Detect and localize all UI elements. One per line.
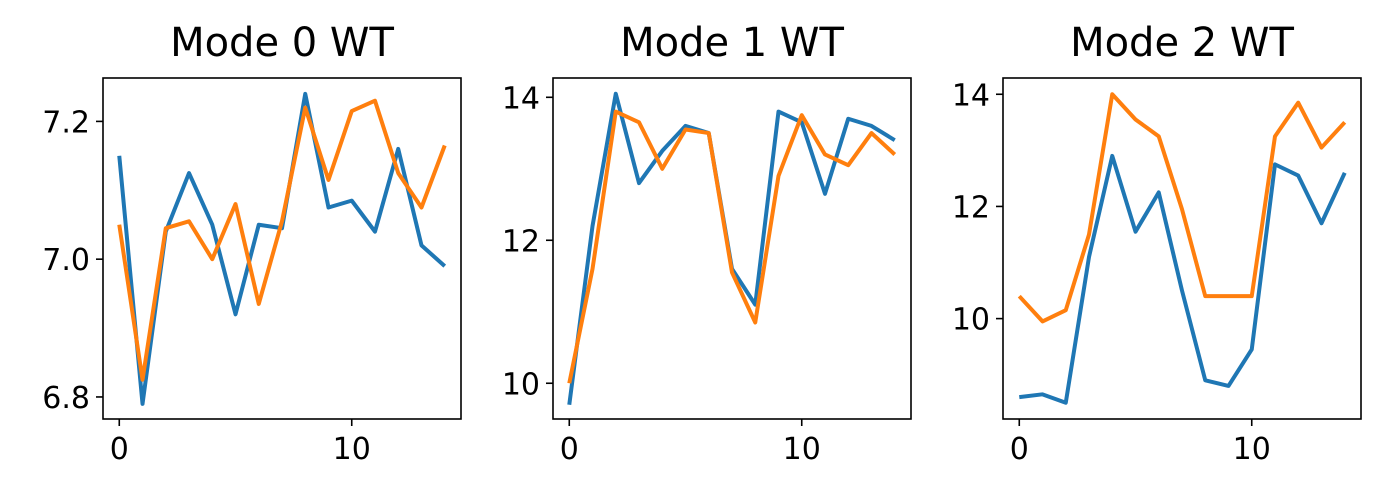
panel-1-ytick-label: 12 (502, 224, 540, 259)
panel-2: Mode 2 WT 0 10 10 12 14 (952, 20, 1362, 467)
panel-2-series-0-line (1019, 153, 1347, 405)
panel-1-ytick-label: 10 (502, 367, 540, 402)
panel-0-xtick-label: 10 (333, 432, 371, 467)
panel-2-ytick-label: 10 (952, 303, 990, 338)
panel-0: Mode 0 WT 0 10 6.8 7.0 7.2 (42, 20, 462, 467)
panel-1-axes-frame (552, 77, 912, 420)
panel-2-xtick-label: 10 (1233, 432, 1271, 467)
panel-1-title: Mode 1 WT (620, 20, 844, 66)
panel-1-series-0-line (567, 91, 896, 405)
panel-0-series-1-line (117, 98, 447, 382)
panel-0-title: Mode 0 WT (170, 20, 394, 66)
panel-2-ytick-label: 12 (952, 190, 990, 225)
panel-0-series-0-line (117, 91, 447, 406)
panel-0-ytick-label: 6.8 (42, 381, 90, 416)
panel-2-title: Mode 2 WT (1070, 20, 1294, 66)
panel-0-axes-frame (102, 77, 462, 420)
panel-2-axes-frame (1002, 77, 1362, 420)
panel-0-ytick-label: 7.0 (42, 243, 90, 278)
panel-1-ytick-label: 14 (502, 81, 540, 116)
panel-0-ytick-label: 7.2 (42, 105, 90, 140)
panel-1: Mode 1 WT 0 10 10 12 14 (502, 20, 912, 467)
panel-1-xtick-label: 10 (783, 432, 821, 467)
panel-0-xtick-label: 0 (110, 432, 129, 467)
panel-1-series-1-line (567, 109, 897, 384)
panel-1-xtick-label: 0 (560, 432, 579, 467)
panel-2-xtick-label: 0 (1010, 432, 1029, 467)
panel-2-series-1-line (1017, 92, 1347, 324)
panel-2-ytick-label: 14 (952, 78, 990, 113)
